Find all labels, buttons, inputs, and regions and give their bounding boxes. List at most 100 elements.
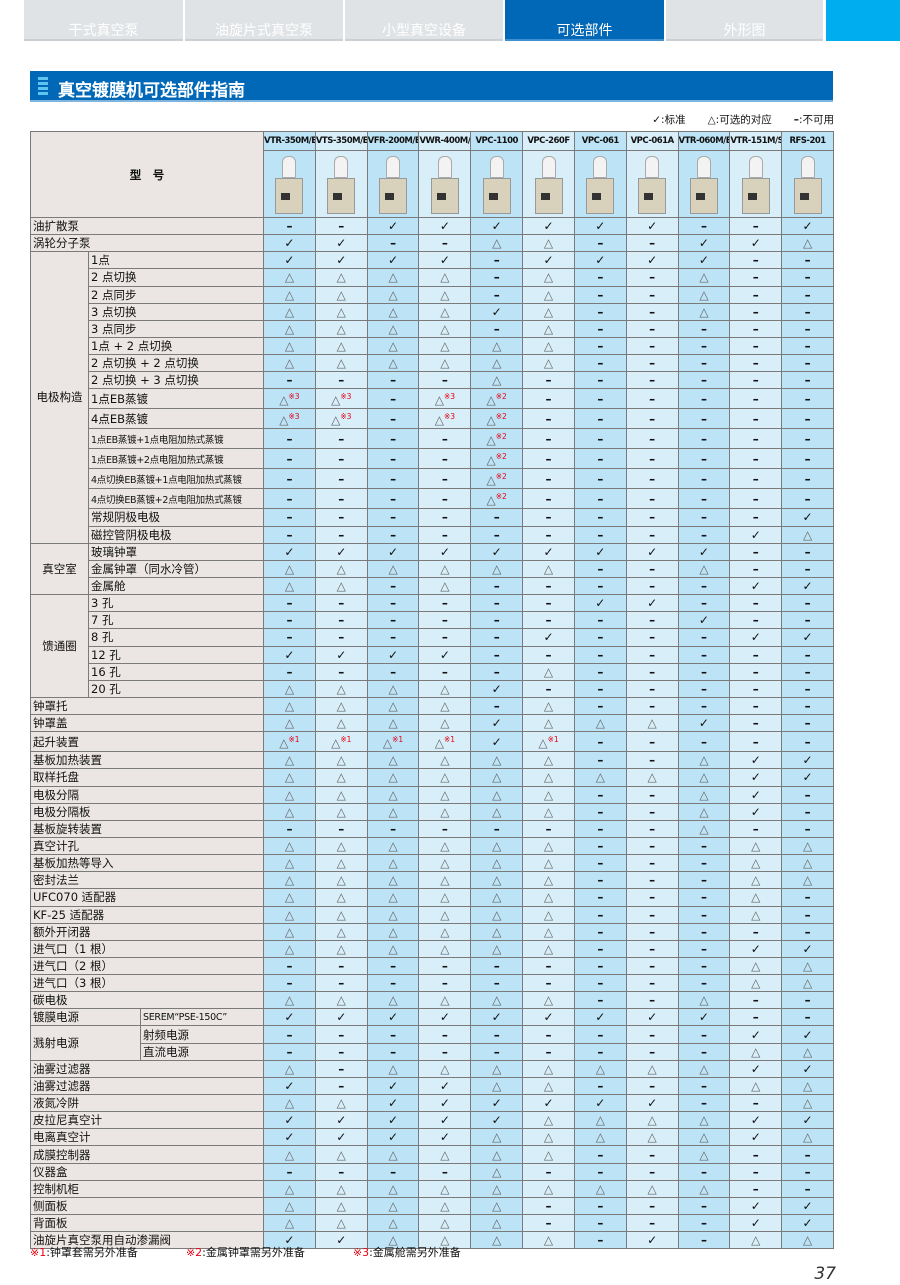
dash-icon: – [597, 804, 604, 819]
triangle-icon: △ [543, 321, 554, 336]
page-number: 37 [814, 1264, 836, 1284]
table-cell: ✓ [729, 628, 783, 647]
table-cell: – [625, 611, 679, 630]
triangle-icon: △ [543, 1233, 554, 1248]
table-cell: – [677, 594, 731, 613]
dash-icon: – [700, 976, 707, 991]
model-name: VPC-1100 [470, 131, 524, 151]
tab-4[interactable]: 外形图 [666, 0, 823, 41]
table-cell: – [314, 1025, 368, 1044]
table-cell: – [470, 251, 524, 270]
dash-icon: – [804, 924, 811, 939]
table-cell: – [677, 216, 731, 236]
table-cell: – [677, 645, 731, 664]
check-icon: ✓ [750, 630, 761, 645]
table-cell: △ [263, 336, 316, 356]
triangle-icon: △ [440, 1216, 450, 1231]
tab-0[interactable]: 干式真空泵 [24, 0, 183, 41]
table-cell: – [366, 428, 420, 450]
table-cell: △※2 [470, 488, 524, 510]
dash-icon: – [752, 321, 759, 336]
table-row: 3 点切换 △ △ △ △ ✓ △ – – △ – – [31, 302, 834, 321]
table-cell: △ [677, 559, 731, 578]
dash-icon: – [700, 219, 707, 234]
table-cell: – [625, 408, 679, 430]
tab-2[interactable]: 小型真空设备 [345, 0, 503, 41]
dash-icon: – [649, 304, 656, 319]
triangle-icon: △ [331, 393, 341, 408]
check-icon: ✓ [750, 579, 761, 594]
triangle-icon: △ [388, 1061, 398, 1076]
table-cell: ✓ [781, 1059, 834, 1078]
table-cell: – [573, 888, 627, 907]
table-cell: – [729, 371, 783, 390]
triangle-icon: △ [388, 681, 398, 696]
dash-icon: – [338, 664, 345, 679]
note-marker: ※2 [495, 492, 507, 502]
table-cell: △ [366, 785, 420, 804]
dash-icon: – [597, 1164, 604, 1179]
dash-icon: – [390, 664, 397, 679]
table-cell: ✓ [573, 1094, 627, 1113]
table-cell: – [470, 819, 524, 838]
check-icon: ✓ [750, 1027, 761, 1042]
table-cell: △ [522, 922, 575, 941]
table-cell: – [677, 388, 731, 410]
dash-icon: – [493, 664, 500, 679]
table-row: UFC070 适配器 △ △ △ △ △ △ – – – △ – [29, 888, 834, 907]
check-icon: ✓ [284, 544, 295, 559]
table-cell: △ [366, 905, 420, 924]
dash-icon: – [441, 1044, 448, 1059]
table-cell: – [781, 1179, 834, 1198]
dash-icon: – [390, 821, 397, 836]
dash-icon: – [649, 890, 656, 905]
table-cell: – [781, 408, 834, 430]
table-cell: △ [263, 802, 316, 821]
table-cell: △ [418, 768, 472, 787]
table-row: 背面板 △ △ △ △ △ – – – – ✓ ✓ [29, 1214, 834, 1233]
triangle-icon: △ [388, 890, 398, 905]
dash-icon: – [649, 1027, 656, 1042]
table-cell: – [625, 751, 679, 770]
table-cell: – [677, 371, 731, 390]
table-cell: – [729, 1094, 783, 1113]
table-cell: – [573, 1042, 627, 1061]
table-cell: ✓ [781, 751, 834, 770]
dash-icon: – [597, 613, 604, 628]
table-cell: – [314, 428, 368, 450]
table-cell: △ [314, 939, 368, 958]
table-cell: – [314, 216, 368, 236]
triangle-icon: △ [440, 579, 450, 594]
table-cell: ✓ [729, 802, 783, 821]
table-cell: ✓ [781, 939, 834, 958]
dash-icon: – [649, 1147, 656, 1162]
table-cell: – [625, 991, 679, 1010]
tab-3[interactable]: 可选部件 [505, 0, 664, 41]
table-cell: △ [314, 696, 368, 716]
table-cell: ✓ [263, 1128, 316, 1147]
table-cell: – [573, 371, 627, 390]
machine-image [324, 155, 358, 214]
triangle-icon: △ [336, 579, 346, 594]
table-cell: – [573, 731, 627, 753]
legend-standard: ✓:标准 [652, 114, 686, 126]
check-icon: ✓ [802, 1113, 813, 1128]
table-cell: – [573, 388, 627, 410]
tab-1[interactable]: 油旋片式真空泵 [185, 0, 343, 41]
table-cell: ✓ [314, 1008, 368, 1027]
row-group-label: 镀膜电源 [30, 1008, 141, 1027]
model-image [470, 150, 524, 218]
table-cell: – [729, 731, 783, 753]
triangle-icon: △ [751, 1078, 761, 1093]
check-icon: ✓ [750, 1113, 761, 1128]
table-cell: – [470, 956, 524, 976]
triangle-icon: △ [284, 924, 295, 939]
dash-icon: – [286, 510, 293, 525]
table-cell: – [314, 448, 368, 470]
table-cell: △ [366, 354, 420, 373]
row-label: UFC070 适配器 [29, 888, 265, 907]
dash-icon: – [390, 596, 397, 611]
table-cell: ✓ [781, 576, 834, 596]
table-cell: – [418, 956, 472, 976]
table-cell: △ [263, 871, 316, 890]
